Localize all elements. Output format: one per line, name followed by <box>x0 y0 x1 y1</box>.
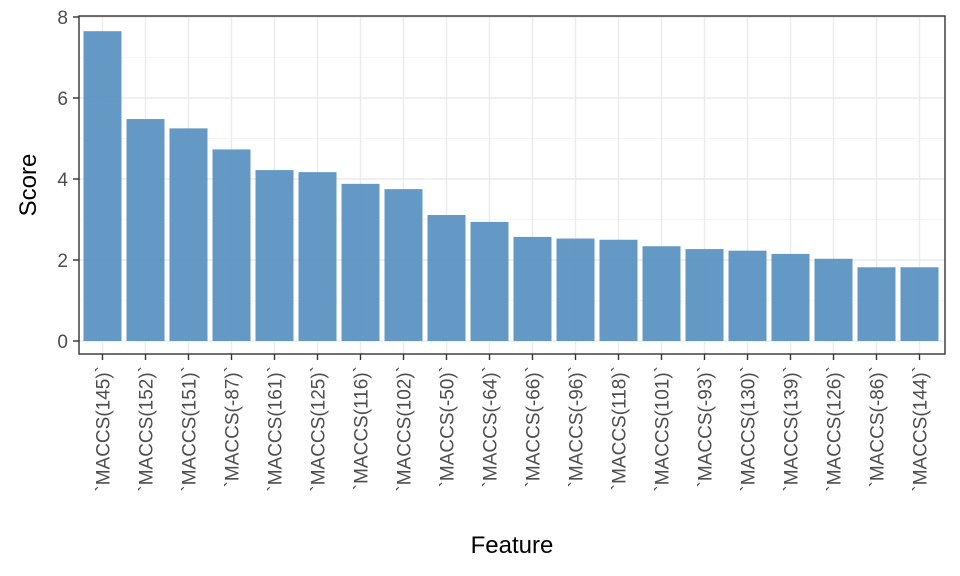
bar <box>814 258 853 341</box>
x-tick-label: `MACCS(101)` <box>653 366 674 492</box>
bar <box>642 246 681 341</box>
y-axis-title: Score <box>15 154 42 217</box>
bar <box>384 189 423 341</box>
bar <box>298 172 337 341</box>
y-tick-label: 4 <box>57 170 68 191</box>
x-tick-label: `MACCS(116)` <box>352 366 373 490</box>
bar <box>212 149 251 341</box>
x-axis-title: Feature <box>471 532 554 559</box>
x-tick-label: `MACCS(-64)` <box>481 366 502 487</box>
x-tick-label: `MACCS(152)` <box>137 366 158 492</box>
bar <box>341 183 380 341</box>
x-tick-label: `MACCS(161)` <box>266 366 287 492</box>
x-tick-label: `MACCS(125)` <box>309 366 330 492</box>
bar <box>83 31 122 342</box>
bar <box>470 221 509 341</box>
x-tick-label: `MACCS(-87)` <box>223 366 244 487</box>
bar <box>728 250 767 341</box>
y-tick-label: 2 <box>57 251 68 272</box>
bar <box>599 239 638 341</box>
x-tick-label: `MACCS(151)` <box>180 366 201 492</box>
bar <box>513 236 552 341</box>
panel-border <box>78 15 946 355</box>
bar <box>169 128 208 341</box>
x-tick-label: `MACCS(126)` <box>825 366 846 492</box>
x-axis: `MACCS(145)` `MACCS(152)` `MACCS(151)` `MAC… <box>94 354 932 492</box>
bar <box>857 267 896 341</box>
bar <box>427 215 466 341</box>
bar <box>685 249 724 341</box>
x-tick-label: `MACCS(139)` <box>782 366 803 492</box>
y-tick-label: 0 <box>57 332 68 353</box>
bar <box>900 267 939 341</box>
x-tick-label: `MACCS(144)` <box>911 366 932 492</box>
x-tick-label: `MACCS(-66)` <box>524 366 545 487</box>
y-tick-label: 6 <box>57 89 68 110</box>
y-tick-label: 8 <box>57 8 68 29</box>
bar <box>556 238 595 341</box>
y-axis: 0 2 4 6 8 <box>57 8 79 353</box>
bar <box>126 119 165 341</box>
bars <box>83 31 939 342</box>
x-tick-label: `MACCS(102)` <box>395 366 416 492</box>
x-tick-label: `MACCS(-96)` <box>567 366 588 487</box>
x-tick-label: `MACCS(-86)` <box>868 366 889 487</box>
x-tick-label: `MACCS(145)` <box>94 366 115 492</box>
bar <box>771 253 810 341</box>
x-tick-label: `MACCS(130)` <box>739 366 760 492</box>
bar <box>255 170 294 341</box>
x-tick-label: `MACCS(-93)` <box>696 366 717 487</box>
x-tick-label: `MACCS(-50)` <box>438 366 459 487</box>
x-tick-label: `MACCS(118)` <box>610 366 631 490</box>
